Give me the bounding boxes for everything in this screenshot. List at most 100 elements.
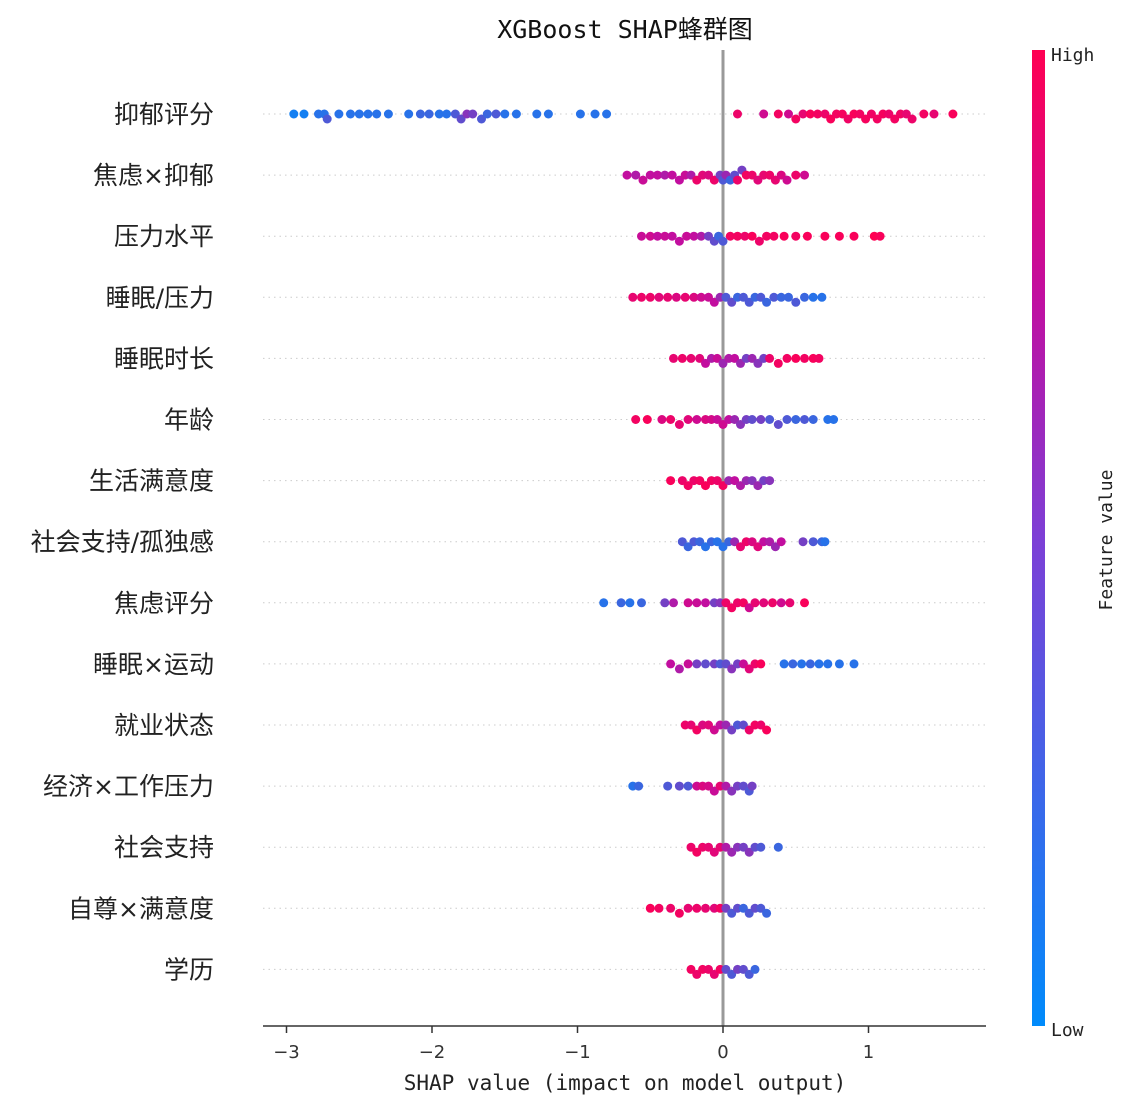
shap-point — [500, 109, 510, 119]
shap-point — [834, 659, 844, 669]
shap-point — [637, 598, 646, 608]
shap-point — [849, 231, 859, 241]
feature-label: 社会支持/孤独感 — [31, 528, 214, 557]
shap-point — [653, 231, 662, 241]
shap-point — [631, 415, 641, 424]
shap-point — [666, 659, 676, 669]
shap-point — [696, 231, 706, 241]
shap-point — [625, 598, 635, 608]
shap-point — [434, 109, 444, 119]
shap-point — [638, 175, 648, 185]
shap-point — [773, 109, 783, 119]
shap-point — [829, 415, 839, 424]
shap-point — [415, 109, 425, 119]
x-tick-label: 1 — [863, 1042, 874, 1063]
colorbar-low-label: Low — [1051, 1020, 1084, 1041]
chart-title: XGBoost SHAP蜂群图 — [497, 15, 753, 44]
shap-point — [354, 109, 364, 119]
shap-point — [802, 231, 812, 241]
shap-point — [666, 415, 676, 424]
shap-point — [482, 109, 492, 119]
shap-point — [645, 231, 655, 241]
shap-point — [692, 659, 702, 669]
x-axis-label: SHAP value (impact on model output) — [404, 1071, 847, 1095]
shap-point — [701, 358, 710, 368]
shap-point — [791, 297, 801, 307]
shap-point — [834, 231, 844, 241]
shap-point — [642, 415, 652, 424]
shap-point — [599, 598, 609, 608]
shap-point — [733, 231, 742, 241]
shap-point — [730, 415, 740, 424]
feature-label: 年龄 — [164, 406, 214, 435]
shap-point — [511, 109, 521, 119]
shap-point — [800, 170, 809, 180]
shap-point — [669, 353, 678, 363]
shap-point — [674, 420, 684, 429]
shap-point — [686, 353, 696, 363]
shap-point — [424, 109, 434, 119]
shap-point — [590, 109, 600, 119]
shap-point — [491, 109, 501, 119]
shap-point — [756, 659, 766, 669]
shap-point — [776, 292, 786, 302]
shap-point — [634, 781, 644, 791]
shap-point — [762, 908, 772, 918]
shap-point — [683, 598, 693, 608]
shap-point — [730, 476, 740, 486]
shap-point — [754, 236, 764, 246]
shap-point — [762, 231, 772, 241]
row-guides — [263, 113, 986, 970]
shap-point — [762, 297, 772, 307]
shap-point — [733, 175, 742, 185]
feature-label: 社会支持 — [114, 833, 214, 862]
colorbar-high-label: High — [1051, 45, 1094, 66]
feature-label: 焦虑评分 — [114, 589, 214, 618]
x-tick-label: −2 — [419, 1042, 446, 1063]
shap-point — [543, 109, 553, 119]
shap-point — [814, 659, 824, 669]
shap-point — [765, 476, 775, 486]
feature-label: 睡眠×运动 — [93, 650, 214, 679]
shap-point — [773, 842, 783, 852]
shap-point — [730, 353, 740, 363]
shap-point — [765, 415, 775, 424]
shap-point — [660, 598, 670, 608]
shap-point — [654, 292, 664, 302]
shap-point — [756, 415, 766, 424]
x-axis-ticks: −3 −2 −1 0 1 — [273, 1026, 874, 1063]
shap-point — [404, 109, 414, 119]
shap-point — [843, 114, 853, 124]
shap-point — [779, 659, 789, 669]
shap-point — [730, 537, 740, 547]
shap-point — [805, 109, 815, 119]
shap-point — [782, 353, 792, 363]
shap-point — [682, 231, 692, 241]
shap-point — [637, 231, 646, 241]
shap-point — [800, 292, 809, 302]
shap-point — [808, 415, 818, 424]
feature-label: 经济×工作压力 — [43, 772, 214, 801]
shap-point — [759, 598, 769, 608]
x-tick-label: −3 — [273, 1042, 300, 1063]
shap-point — [849, 659, 859, 669]
shap-point — [683, 903, 693, 913]
shap-point — [372, 109, 382, 119]
shap-point — [782, 415, 792, 424]
shap-point — [725, 231, 735, 241]
shap-point — [637, 292, 646, 302]
shap-point — [299, 109, 309, 119]
shap-point — [653, 170, 662, 180]
shap-point — [791, 415, 801, 424]
shap-point — [718, 236, 728, 246]
shap-point — [907, 114, 917, 124]
shap-point — [800, 353, 809, 363]
shap-point — [701, 598, 710, 608]
shap-point — [784, 109, 793, 119]
shap-point — [765, 353, 775, 363]
feature-label: 生活满意度 — [89, 467, 214, 496]
shap-point — [692, 598, 702, 608]
x-tick-label: −1 — [564, 1042, 591, 1063]
shap-point — [683, 781, 693, 791]
